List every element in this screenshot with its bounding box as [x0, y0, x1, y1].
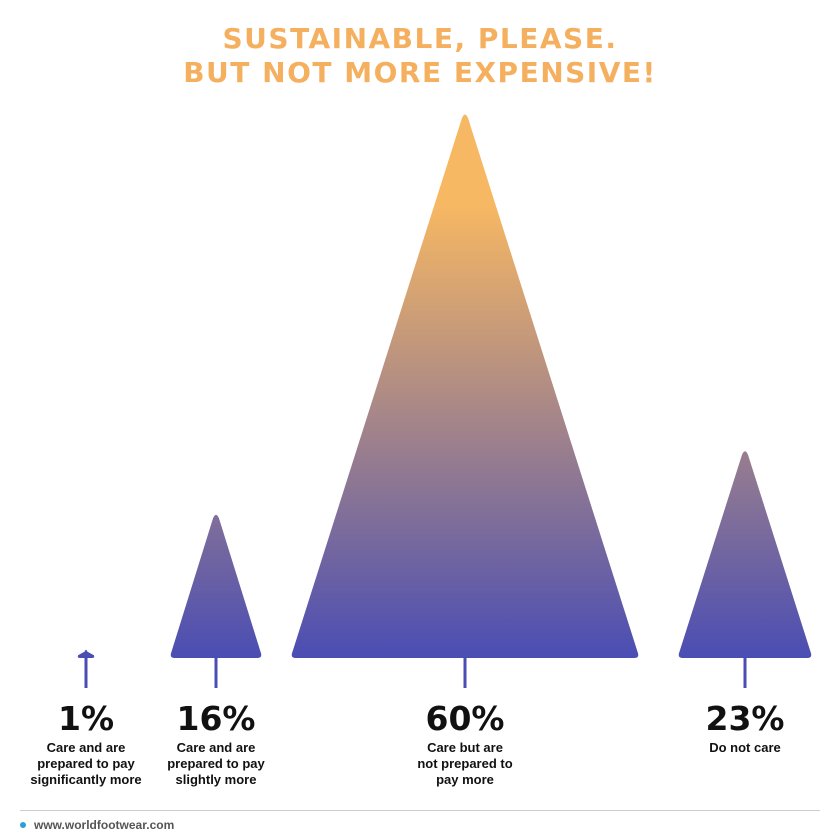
category-label-significantly-more: Care and are prepared to pay significantly… [30, 740, 141, 787]
peak-bar-slightly-more [170, 514, 262, 658]
category-label-do-not-care: Do not care [709, 740, 781, 755]
footer-dot-icon [20, 822, 26, 828]
chart-marks: 1%Care and are prepared to pay significant… [30, 114, 812, 787]
footer: www.worldfootwear.com [20, 818, 174, 832]
value-label-significantly-more: 1% [58, 699, 114, 738]
title-line-1: SUSTAINABLE, PLEASE. [222, 22, 618, 55]
peak-bar-significantly-more [77, 649, 95, 658]
category-label-not-prepared: Care but are not prepared to pay more [417, 740, 512, 787]
peak-bar-do-not-care [678, 451, 812, 658]
category-label-slightly-more: Care and are prepared to pay slightly more [167, 740, 265, 787]
peak-bar-not-prepared [291, 114, 639, 658]
title-line-2: BUT NOT MORE EXPENSIVE! [183, 56, 657, 89]
footer-divider [20, 810, 820, 811]
chart-title: SUSTAINABLE, PLEASE. BUT NOT MORE EXPENS… [0, 22, 840, 90]
value-label-do-not-care: 23% [706, 699, 785, 738]
value-label-slightly-more: 16% [177, 699, 256, 738]
value-label-not-prepared: 60% [426, 699, 505, 738]
chart-plot-area: 1%Care and are prepared to pay significant… [30, 114, 812, 787]
footer-url[interactable]: www.worldfootwear.com [34, 818, 175, 832]
